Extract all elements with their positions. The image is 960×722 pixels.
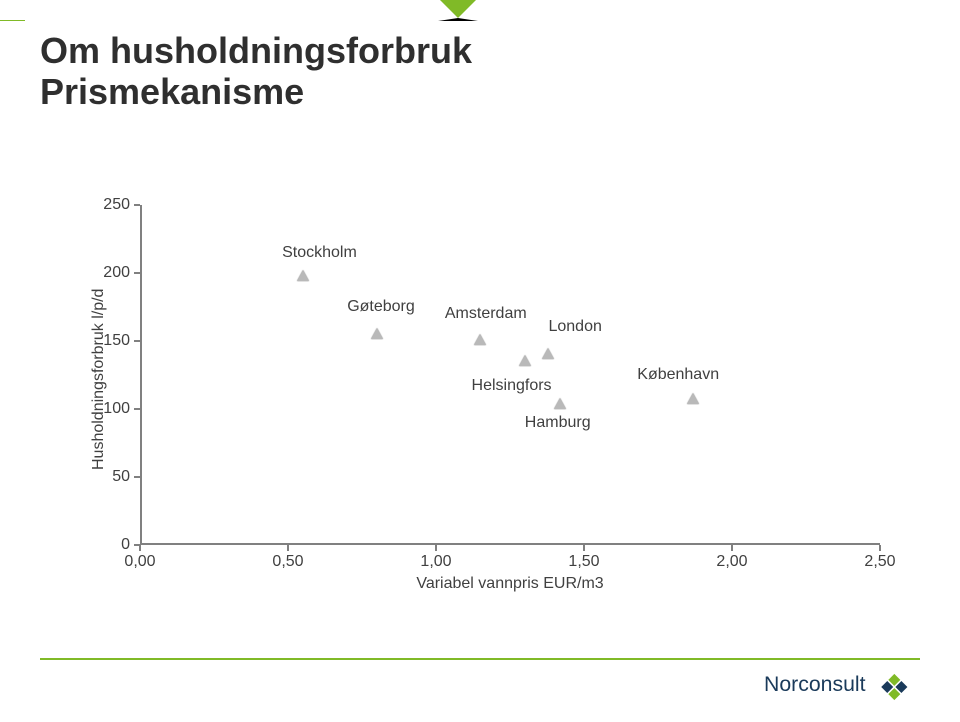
data-point-london [542, 348, 554, 359]
data-point-label: Stockholm [282, 244, 357, 262]
x-axis-title: Variabel vannpris EUR/m3 [410, 575, 610, 593]
data-point-label: Helsingfors [472, 377, 552, 395]
x-tick [287, 545, 289, 551]
y-tick-label: 100 [90, 400, 130, 418]
y-tick-label: 250 [90, 196, 130, 214]
y-tick-label: 0 [90, 536, 130, 554]
data-point-label: Hamburg [525, 414, 591, 432]
svg-text:Norconsult: Norconsult [764, 672, 866, 696]
data-point-label: København [637, 366, 719, 384]
y-tick [134, 408, 140, 410]
x-tick-label: 0,50 [258, 553, 318, 571]
x-tick [731, 545, 733, 551]
data-point-gøteborg [371, 328, 383, 339]
x-tick-label: 2,50 [850, 553, 910, 571]
top-arrow-decor [438, 0, 478, 21]
norconsult-logo: Norconsult [764, 670, 920, 704]
y-tick-label: 200 [90, 264, 130, 282]
y-tick [134, 272, 140, 274]
x-tick [583, 545, 585, 551]
x-tick-label: 2,00 [702, 553, 762, 571]
y-tick [134, 204, 140, 206]
footer-line [40, 658, 920, 660]
y-tick [134, 476, 140, 478]
x-tick-label: 0,00 [110, 553, 170, 571]
corner-line [0, 20, 25, 21]
slide-title: Om husholdningsforbruk Prismekanisme [40, 30, 472, 113]
x-tick [879, 545, 881, 551]
data-point-label: Amsterdam [445, 305, 527, 323]
x-tick [435, 545, 437, 551]
x-tick-label: 1,00 [406, 553, 466, 571]
plot-area [140, 205, 880, 545]
x-tick-label: 1,50 [554, 553, 614, 571]
data-point-label: London [548, 318, 601, 336]
scatter-chart: Husholdningsforbruk l/p/d Variabel vannp… [80, 205, 880, 595]
data-point-label: Gøteborg [347, 298, 415, 316]
data-point-stockholm [297, 270, 309, 281]
data-point-helsingfors [519, 355, 531, 366]
x-tick [139, 545, 141, 551]
data-point-amsterdam [474, 334, 486, 345]
data-point-hamburg [554, 398, 566, 409]
y-tick-label: 50 [90, 468, 130, 486]
data-point-københavn [687, 393, 699, 404]
y-axis-title: Husholdningsforbruk l/p/d [90, 289, 108, 470]
y-tick-label: 150 [90, 332, 130, 350]
y-tick [134, 340, 140, 342]
